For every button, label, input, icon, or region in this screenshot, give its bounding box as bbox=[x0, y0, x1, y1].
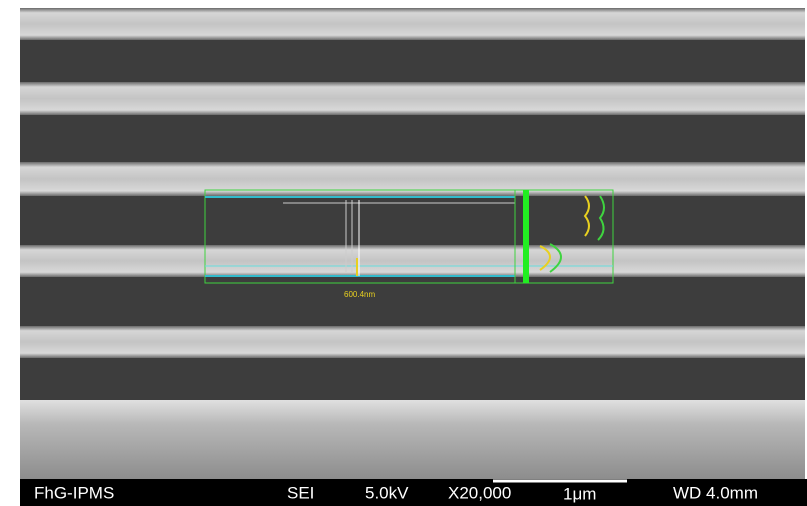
bottom-region bbox=[20, 400, 805, 480]
lab-label: FhG-IPMS bbox=[34, 483, 114, 502]
line-stripe bbox=[20, 245, 805, 277]
line-stripe bbox=[20, 326, 805, 358]
line-stripe bbox=[20, 82, 805, 115]
sem-micrograph: 600.4nm FhG-IPMS SEI 5.0kV X20,000 1μm W… bbox=[0, 0, 807, 506]
line-stripe bbox=[20, 8, 805, 40]
scale-label: 1μm bbox=[563, 484, 596, 503]
detector-mode: SEI bbox=[287, 483, 314, 502]
measurement-label: 600.4nm bbox=[344, 290, 375, 299]
working-distance: WD 4.0mm bbox=[673, 483, 758, 502]
magnification: X20,000 bbox=[448, 483, 511, 502]
line-stripe bbox=[20, 162, 805, 196]
voltage: 5.0kV bbox=[365, 483, 409, 502]
